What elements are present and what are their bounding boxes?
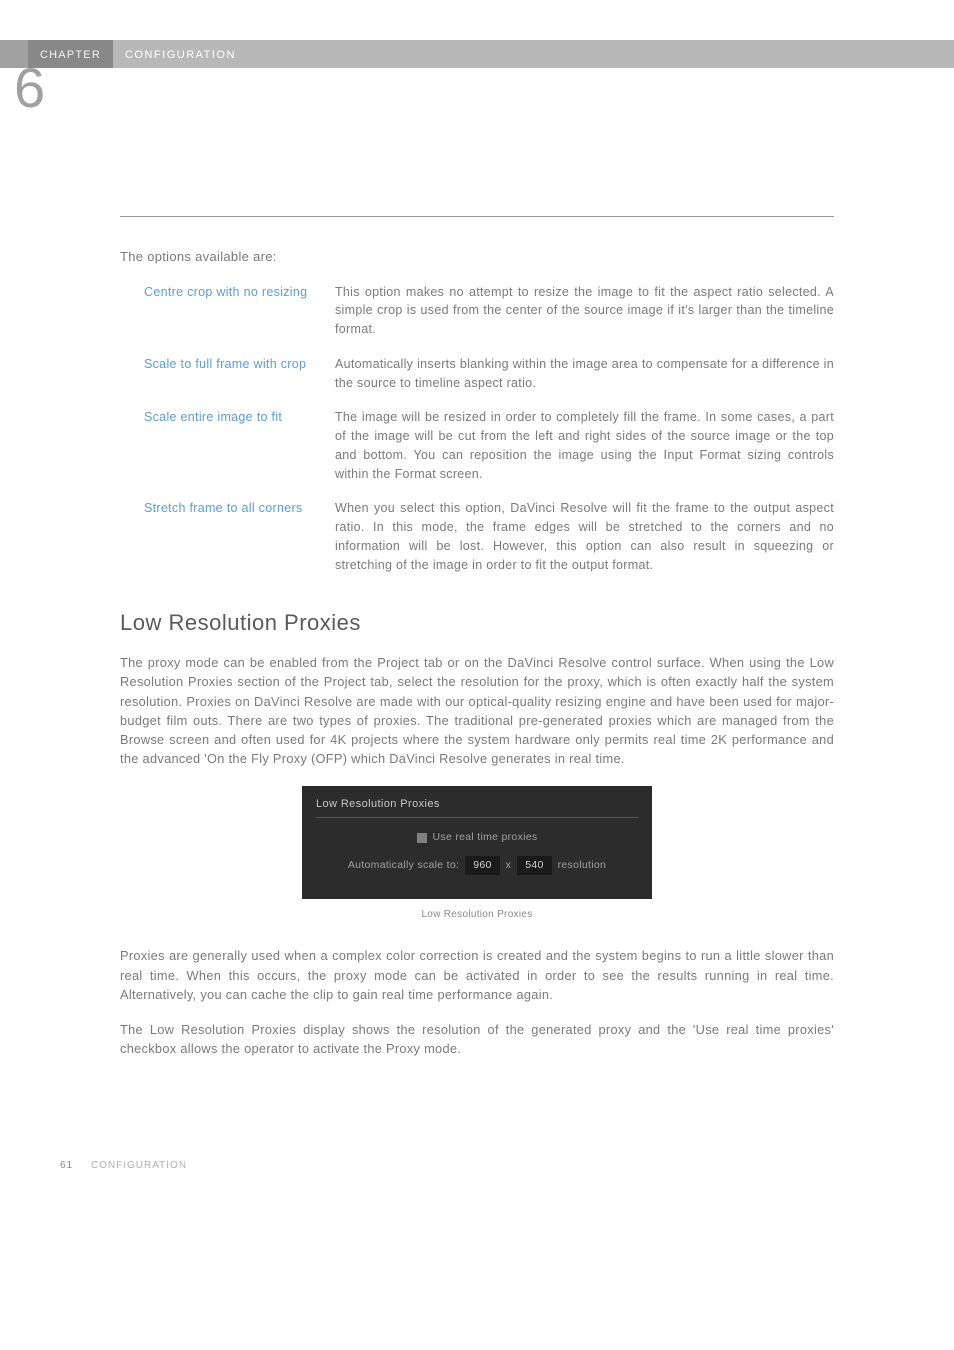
page-footer: 61 CONFIGURATION [0,1158,954,1213]
option-label: Scale to full frame with crop [120,355,315,393]
body-paragraph: Proxies are generally used when a comple… [120,946,834,1004]
option-row: Scale entire image to fit The image will… [120,408,834,483]
page-content: The options available are: Centre crop w… [0,216,954,1058]
checkbox-label: Use real time proxies [433,830,538,846]
resolution-label: resolution [558,858,607,874]
option-label: Stretch frame to all corners [120,499,315,574]
body-paragraph: The proxy mode can be enabled from the P… [120,653,834,768]
chapter-title: CONFIGURATION [113,40,954,68]
checkbox-icon [417,833,427,843]
option-desc: When you select this option, DaVinci Res… [335,499,834,574]
page-number: 61 [60,1160,73,1171]
option-row: Stretch frame to all corners When you se… [120,499,834,574]
width-input: 960 [465,856,499,876]
chapter-number: 6 [14,60,954,116]
height-input: 540 [517,856,551,876]
option-label: Scale entire image to fit [120,408,315,483]
panel-scale-row: Automatically scale to: 960 x 540 resolu… [316,856,638,876]
panel-title: Low Resolution Proxies [316,796,638,818]
option-desc: Automatically inserts blanking within th… [335,355,834,393]
section-heading: Low Resolution Proxies [120,606,834,639]
scale-label: Automatically scale to: [348,858,459,874]
option-label: Centre crop with no resizing [120,283,315,339]
section-divider [120,216,834,217]
proxies-panel-screenshot: Low Resolution Proxies Use real time pro… [302,786,652,899]
panel-checkbox-row: Use real time proxies [316,830,638,846]
footer-title: CONFIGURATION [91,1160,187,1171]
x-label: x [506,858,512,874]
options-table: Centre crop with no resizing This option… [120,283,834,575]
option-row: Scale to full frame with crop Automatica… [120,355,834,393]
option-desc: This option makes no attempt to resize t… [335,283,834,339]
option-desc: The image will be resized in order to co… [335,408,834,483]
figure-caption: Low Resolution Proxies [120,907,834,922]
options-intro: The options available are: [120,247,834,267]
body-paragraph: The Low Resolution Proxies display shows… [120,1020,834,1058]
option-row: Centre crop with no resizing This option… [120,283,834,339]
header-bar: CHAPTER CONFIGURATION [0,40,954,68]
